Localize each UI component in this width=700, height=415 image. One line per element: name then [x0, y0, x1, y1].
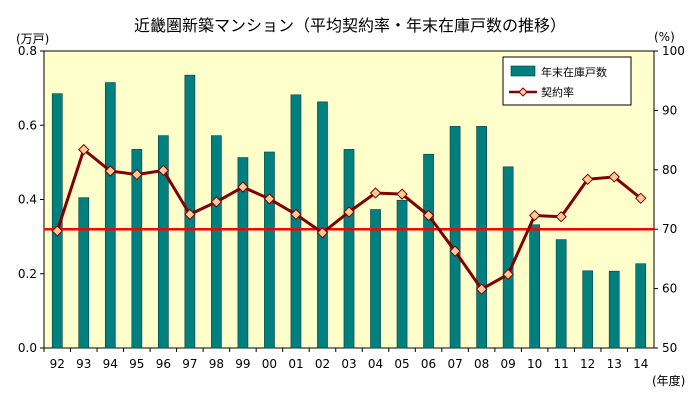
line-point — [369, 187, 382, 199]
line-point — [475, 283, 488, 295]
bar — [635, 263, 647, 349]
line-point — [290, 208, 302, 221]
line-point — [237, 181, 249, 193]
x-tick-label: 03 — [341, 357, 356, 371]
line-point — [449, 245, 461, 257]
bar — [237, 157, 249, 349]
line-point — [343, 206, 355, 218]
bar — [370, 209, 381, 349]
line-point — [555, 211, 567, 223]
x-tick-label: 96 — [156, 357, 171, 371]
bar — [529, 224, 540, 349]
line-point — [104, 165, 117, 177]
x-tick-label: 93 — [76, 357, 91, 371]
bar — [343, 149, 355, 349]
x-axis-unit: (年度) — [652, 374, 686, 388]
x-tick-label: 08 — [474, 357, 489, 371]
x-tick-label: 12 — [580, 357, 595, 371]
left-axis-unit: (万戸) — [16, 32, 50, 46]
x-tick-label: 07 — [447, 357, 462, 371]
line-point — [528, 209, 541, 222]
x-tick-label: 13 — [607, 357, 622, 371]
bar — [555, 239, 567, 349]
bar — [158, 135, 169, 349]
x-tick-label: 14 — [633, 357, 648, 371]
x-tick-label: 92 — [50, 357, 65, 371]
right-tick-label: 80 — [662, 163, 677, 177]
right-tick-label: 50 — [662, 341, 677, 355]
x-tick-label: 02 — [315, 357, 330, 371]
right-tick-label: 70 — [662, 222, 677, 236]
bar — [396, 199, 408, 349]
x-tick-label: 09 — [500, 357, 515, 371]
bar — [582, 270, 594, 349]
bar — [608, 270, 620, 349]
bar — [264, 151, 275, 349]
bar — [51, 93, 63, 349]
legend-line-marker — [518, 87, 528, 97]
line-point — [157, 164, 170, 177]
right-axis-unit: (%) — [654, 30, 675, 44]
bar — [317, 101, 328, 349]
line-point — [422, 209, 435, 222]
x-tick-label: 97 — [182, 357, 197, 371]
x-tick-label: 95 — [129, 357, 144, 371]
legend — [502, 56, 632, 106]
right-tick-label: 90 — [662, 103, 677, 117]
line-point — [210, 196, 223, 208]
x-tick-label: 00 — [262, 357, 277, 371]
legend-line-label: 契約率 — [541, 85, 574, 99]
line-point — [581, 173, 594, 186]
bar — [423, 153, 434, 349]
bar — [131, 149, 143, 349]
bar — [476, 126, 487, 349]
x-tick-label: 06 — [421, 357, 436, 371]
line-point — [635, 192, 647, 205]
x-tick-label: 94 — [103, 357, 118, 371]
bar — [211, 135, 222, 349]
x-tick-label: 01 — [288, 357, 303, 371]
x-tick-label: 10 — [527, 357, 542, 371]
line-point — [131, 168, 143, 181]
line-point — [396, 188, 408, 200]
chart-title: 近畿圏新築マンション（平均契約率・年末在庫戸数の推移） — [133, 16, 566, 35]
bar — [502, 166, 514, 349]
line-point — [316, 227, 329, 239]
bar — [104, 82, 116, 349]
left-tick-label: 0.8 — [18, 44, 37, 58]
bar — [449, 126, 461, 349]
line-point — [51, 225, 63, 237]
line-point — [608, 171, 620, 183]
x-tick-label: 05 — [394, 357, 409, 371]
line-point — [184, 208, 196, 221]
x-tick-label: 11 — [554, 357, 569, 371]
x-tick-label: 99 — [235, 357, 250, 371]
left-tick-label: 0.6 — [18, 118, 37, 132]
bar — [290, 94, 302, 349]
bar — [78, 197, 90, 349]
x-tick-label: 98 — [209, 357, 224, 371]
right-tick-label: 60 — [662, 282, 677, 296]
x-tick-label: 04 — [368, 357, 383, 371]
legend-bar-swatch — [510, 65, 536, 77]
line-point — [502, 268, 514, 281]
left-tick-label: 0.0 — [18, 341, 37, 355]
legend-bar-label: 年末在庫戸数 — [541, 65, 607, 79]
left-tick-label: 0.4 — [18, 193, 37, 207]
right-tick-label: 100 — [662, 44, 685, 58]
line-point — [78, 143, 90, 156]
left-tick-label: 0.2 — [18, 267, 37, 281]
line-point — [263, 193, 276, 205]
